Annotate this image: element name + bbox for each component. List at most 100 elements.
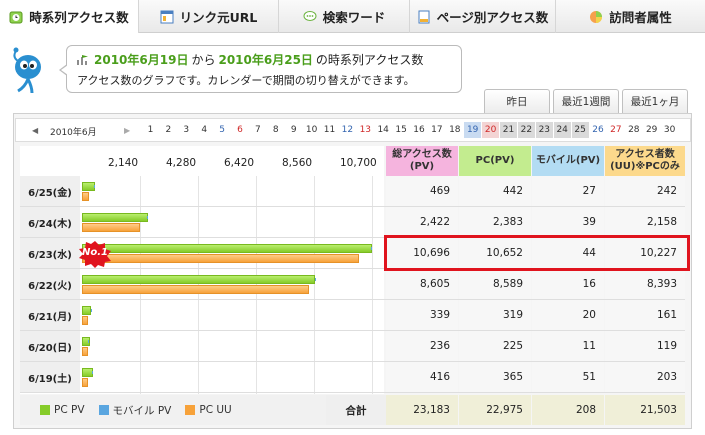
- column-header-total: 総アクセス数 (PV): [386, 146, 458, 176]
- cell-uu: 8,393: [605, 269, 685, 299]
- bar-mobile-pv: [314, 278, 316, 281]
- bar-pc-uu: [82, 316, 88, 325]
- calendar-day[interactable]: 20: [482, 122, 500, 138]
- row-date-label: 6/24(木): [20, 207, 80, 237]
- tab-label: リンク元URL: [179, 10, 258, 25]
- calendar-day[interactable]: 3: [183, 125, 190, 135]
- calendar-day[interactable]: 1: [147, 125, 154, 135]
- bar-pc-uu: [82, 223, 141, 232]
- calendar-day[interactable]: 18: [449, 125, 461, 135]
- row-separator: [20, 268, 685, 269]
- tab-label: 時系列アクセス数: [29, 10, 129, 25]
- calendar-day[interactable]: 30: [663, 125, 676, 135]
- legend-swatch: [40, 405, 50, 415]
- title-suffix: の時系列アクセス数: [315, 53, 424, 67]
- cell-uu: 2,158: [605, 207, 685, 237]
- calendar-prev-button[interactable]: ◀: [32, 126, 39, 135]
- bar-pc-pv: [82, 337, 90, 346]
- calendar-day[interactable]: 26: [592, 125, 604, 135]
- legend-item-pc-pv: PC PV: [40, 404, 85, 416]
- tab-hourly-access[interactable]: 時系列アクセス数: [0, 0, 139, 33]
- calendar-next-button[interactable]: ▶: [124, 126, 131, 135]
- tab-page-access[interactable]: ページ別アクセス数: [410, 0, 556, 33]
- cell-uu: 242: [605, 176, 685, 206]
- cell-pc: 8,589: [459, 269, 531, 299]
- bar-pc-uu: [82, 254, 360, 263]
- cell-uu: 10,227: [605, 238, 685, 268]
- bar-pc-pv: [82, 275, 316, 284]
- period-yesterday-button[interactable]: 昨日: [484, 89, 550, 113]
- calendar-day[interactable]: 13: [359, 125, 372, 135]
- total-label: 合計: [326, 395, 386, 425]
- bar-pc-uu: [82, 347, 88, 356]
- cell-total: 416: [386, 362, 458, 392]
- calendar-day[interactable]: 28: [628, 125, 640, 135]
- period-month-button[interactable]: 最近1ヶ月: [622, 89, 688, 113]
- row-separator: [20, 206, 685, 207]
- bar-mobile-pv: [370, 247, 372, 250]
- legend-swatch: [185, 405, 196, 415]
- bar-pc-pv: [82, 244, 372, 253]
- calendar-day[interactable]: 2: [165, 125, 172, 135]
- cell-mobile: 39: [532, 207, 604, 237]
- calendar-day[interactable]: 15: [395, 125, 407, 135]
- cell-mobile: 16: [532, 269, 604, 299]
- calendar-day[interactable]: 24: [553, 122, 571, 138]
- cell-uu: 119: [605, 331, 685, 361]
- calendar-day[interactable]: 16: [413, 125, 425, 135]
- page-icon: [418, 10, 430, 23]
- calendar-day[interactable]: 6: [237, 125, 243, 135]
- calendar-day[interactable]: 23: [535, 122, 553, 138]
- calendar-day[interactable]: 27: [610, 125, 622, 135]
- start-date: 2010年6月19日: [94, 53, 189, 67]
- calendar-day[interactable]: 11: [323, 125, 336, 135]
- calendar-day[interactable]: 7: [255, 125, 261, 135]
- calendar-day[interactable]: 21: [500, 122, 517, 138]
- row-separator: [20, 392, 685, 393]
- cell-total: 8,605: [386, 269, 458, 299]
- tab-referrer-url[interactable]: リンク元URL: [139, 0, 279, 33]
- total-mobile: 208: [532, 395, 604, 425]
- period-week-button[interactable]: 最近1週間: [553, 89, 619, 113]
- total-pc: 22,975: [459, 395, 531, 425]
- cell-mobile: 11: [532, 331, 604, 361]
- from-text: から: [191, 53, 216, 67]
- cell-uu: 161: [605, 300, 685, 330]
- bar-mobile-pv: [93, 185, 95, 188]
- tab-visitor-attributes[interactable]: 訪問者属性: [556, 0, 705, 33]
- tab-search-words[interactable]: 検索ワード: [279, 0, 410, 33]
- row-separator: [20, 299, 685, 300]
- mascot-icon: [13, 47, 41, 94]
- cell-pc: 2,383: [459, 207, 531, 237]
- total-uu: 21,503: [605, 395, 685, 425]
- calendar-day[interactable]: 19: [464, 122, 482, 138]
- period-title: 2010年6月19日 から 2010年6月25日 の時系列アクセス数: [77, 51, 451, 68]
- row-date-label: 6/20(日): [20, 331, 80, 361]
- bar-pc-uu: [82, 192, 89, 201]
- clock-icon: [9, 11, 23, 23]
- calendar-day[interactable]: 9: [290, 125, 297, 135]
- calendar-day[interactable]: 17: [431, 125, 443, 135]
- calendar-day[interactable]: 29: [645, 125, 658, 135]
- cell-pc: 319: [459, 300, 531, 330]
- calendar-day[interactable]: 22: [517, 122, 535, 138]
- row-separator: [20, 237, 685, 238]
- period-message: 2010年6月19日 から 2010年6月25日 の時系列アクセス数 アクセス数…: [59, 45, 462, 93]
- calendar-day[interactable]: 25: [571, 122, 589, 138]
- report-tabs: 時系列アクセス数 リンク元URL 検索ワード ページ別アクセス数 訪問者属性: [0, 0, 705, 33]
- row-date-label: 6/25(金): [20, 176, 80, 206]
- calendar-day[interactable]: 14: [377, 125, 389, 135]
- chart-area: [20, 146, 384, 394]
- legend-swatch: [98, 405, 109, 415]
- calendar-day[interactable]: 12: [341, 125, 354, 135]
- calendar-day[interactable]: 4: [201, 125, 208, 135]
- cell-total: 10,696: [386, 238, 458, 268]
- calendar-bar: ◀ 2010年6月 ▶ 1 2 3 4 5 6 7 8 9 10 11 12 13 14 15 16 17 18 1…: [15, 118, 691, 142]
- calendar-day[interactable]: 5: [219, 125, 225, 135]
- calendar-day[interactable]: 10: [305, 125, 318, 135]
- x-axis-tick: 10,700: [340, 157, 377, 169]
- cell-mobile: 44: [532, 238, 604, 268]
- gridline: [372, 176, 373, 394]
- calendar-day[interactable]: 8: [272, 125, 279, 135]
- calendar-month: 2010年6月: [50, 128, 97, 138]
